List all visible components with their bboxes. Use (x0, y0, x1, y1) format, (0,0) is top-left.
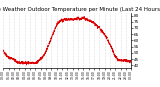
Title: Milwaukee Weather Outdoor Temperature per Minute (Last 24 Hours): Milwaukee Weather Outdoor Temperature pe… (0, 7, 160, 12)
